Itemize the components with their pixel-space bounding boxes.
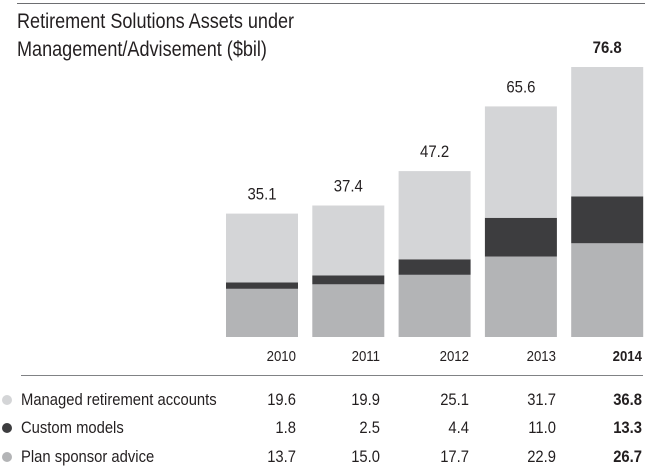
table-cell: 2.5 <box>359 418 380 437</box>
bar-segment-custom-models-2011 <box>312 275 385 285</box>
table-row-custom-models: Custom models 1.8 2.5 4.4 11.0 13.3 <box>0 416 657 440</box>
bar-segment-managed-retirement-accounts-2011 <box>312 205 385 276</box>
total-label-2011: 37.4 <box>334 178 363 196</box>
legend-label: Custom models <box>21 418 124 437</box>
bar-segment-custom-models-2013 <box>484 217 557 257</box>
table-cell: 25.1 <box>440 390 469 409</box>
bar-segment-custom-models-2014 <box>571 196 644 244</box>
table-cell: 4.4 <box>448 418 469 437</box>
table-divider <box>21 375 643 376</box>
table-cell: 31.7 <box>527 390 556 409</box>
legend-dot-managed-retirement-accounts <box>2 395 12 405</box>
table-row-plan-sponsor-advice: Plan sponsor advice 13.7 15.0 17.7 22.9 … <box>0 445 657 469</box>
bar-segment-custom-models-2010 <box>226 282 298 289</box>
bar-segment-plan-sponsor-advice-2013 <box>484 256 557 337</box>
totals-group: 35.1 37.4 47.2 65.6 76.8 <box>247 39 621 204</box>
year-label-2013: 2013 <box>526 348 556 365</box>
table-cell: 15.0 <box>351 447 380 466</box>
bar-segment-managed-retirement-accounts-2010 <box>226 213 298 283</box>
bar-segment-managed-retirement-accounts-2014 <box>571 67 644 197</box>
bar-segment-managed-retirement-accounts-2013 <box>484 106 557 218</box>
bars-group <box>226 67 644 337</box>
total-label-2013: 65.6 <box>506 79 535 97</box>
table-cell: 36.8 <box>613 390 642 409</box>
table-row-managed-retirement-accounts: Managed retirement accounts 19.6 19.9 25… <box>0 388 657 412</box>
year-label-2014: 2014 <box>612 348 642 365</box>
bar-segment-plan-sponsor-advice-2012 <box>398 274 471 337</box>
bar-segment-managed-retirement-accounts-2012 <box>398 171 471 260</box>
year-label-2012: 2012 <box>439 348 469 365</box>
table-cell: 11.0 <box>528 418 556 437</box>
bar-segment-plan-sponsor-advice-2011 <box>312 284 385 337</box>
table-cell: 19.6 <box>267 390 296 409</box>
chart-title: Retirement Solutions Assets under Manage… <box>17 8 327 64</box>
year-label-2011: 2011 <box>351 348 380 365</box>
year-label-2010: 2010 <box>266 348 296 365</box>
legend-label: Plan sponsor advice <box>21 447 155 466</box>
total-label-2014: 76.8 <box>593 39 622 57</box>
table-cell: 22.9 <box>527 447 556 466</box>
table-cell: 17.7 <box>440 447 469 466</box>
bar-segment-plan-sponsor-advice-2014 <box>571 243 644 337</box>
bar-segment-plan-sponsor-advice-2010 <box>226 288 298 337</box>
table-cell: 1.8 <box>275 418 296 437</box>
table-cell: 13.3 <box>613 418 642 437</box>
top-rule <box>17 3 645 4</box>
legend-dot-plan-sponsor-advice <box>2 452 12 462</box>
chart-title-line-1: Retirement Solutions Assets under <box>17 10 295 33</box>
total-label-2010: 35.1 <box>247 186 276 204</box>
legend-label: Managed retirement accounts <box>21 390 217 409</box>
bar-segment-custom-models-2012 <box>398 259 471 275</box>
table-cell: 19.9 <box>351 390 380 409</box>
table-cell: 13.7 <box>267 447 296 466</box>
chart-title-line-2: Management/Advisement ($bil) <box>17 38 267 61</box>
table-cell: 26.7 <box>613 447 642 466</box>
total-label-2012: 47.2 <box>420 143 449 161</box>
legend-dot-custom-models <box>2 423 12 433</box>
